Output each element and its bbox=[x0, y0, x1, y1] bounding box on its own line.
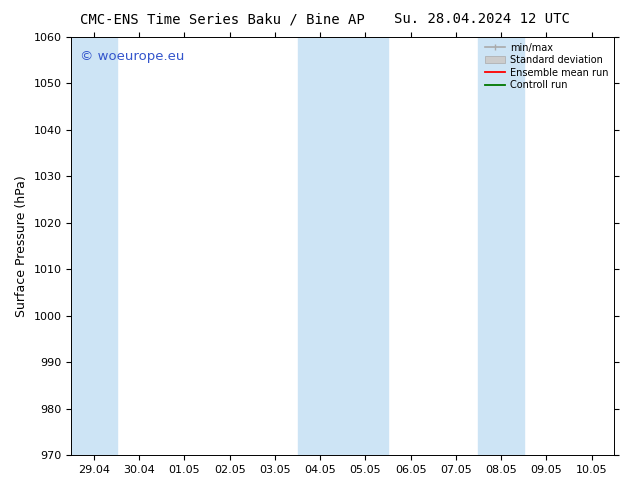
Legend: min/max, Standard deviation, Ensemble mean run, Controll run: min/max, Standard deviation, Ensemble me… bbox=[482, 39, 612, 94]
Title: CMC-ENS Time Series Baku / Bine AP      Su. 28.04.2024 12 UTC: CMC-ENS Time Series Baku / Bine AP Su. 2… bbox=[0, 489, 1, 490]
Y-axis label: Surface Pressure (hPa): Surface Pressure (hPa) bbox=[15, 175, 28, 317]
Bar bbox=[479, 37, 524, 455]
Text: CMC-ENS Time Series Baku / Bine AP: CMC-ENS Time Series Baku / Bine AP bbox=[79, 12, 365, 26]
Bar bbox=[297, 37, 388, 455]
Bar bbox=[72, 37, 117, 455]
Text: Su. 28.04.2024 12 UTC: Su. 28.04.2024 12 UTC bbox=[394, 12, 570, 26]
Text: © woeurope.eu: © woeurope.eu bbox=[79, 49, 184, 63]
